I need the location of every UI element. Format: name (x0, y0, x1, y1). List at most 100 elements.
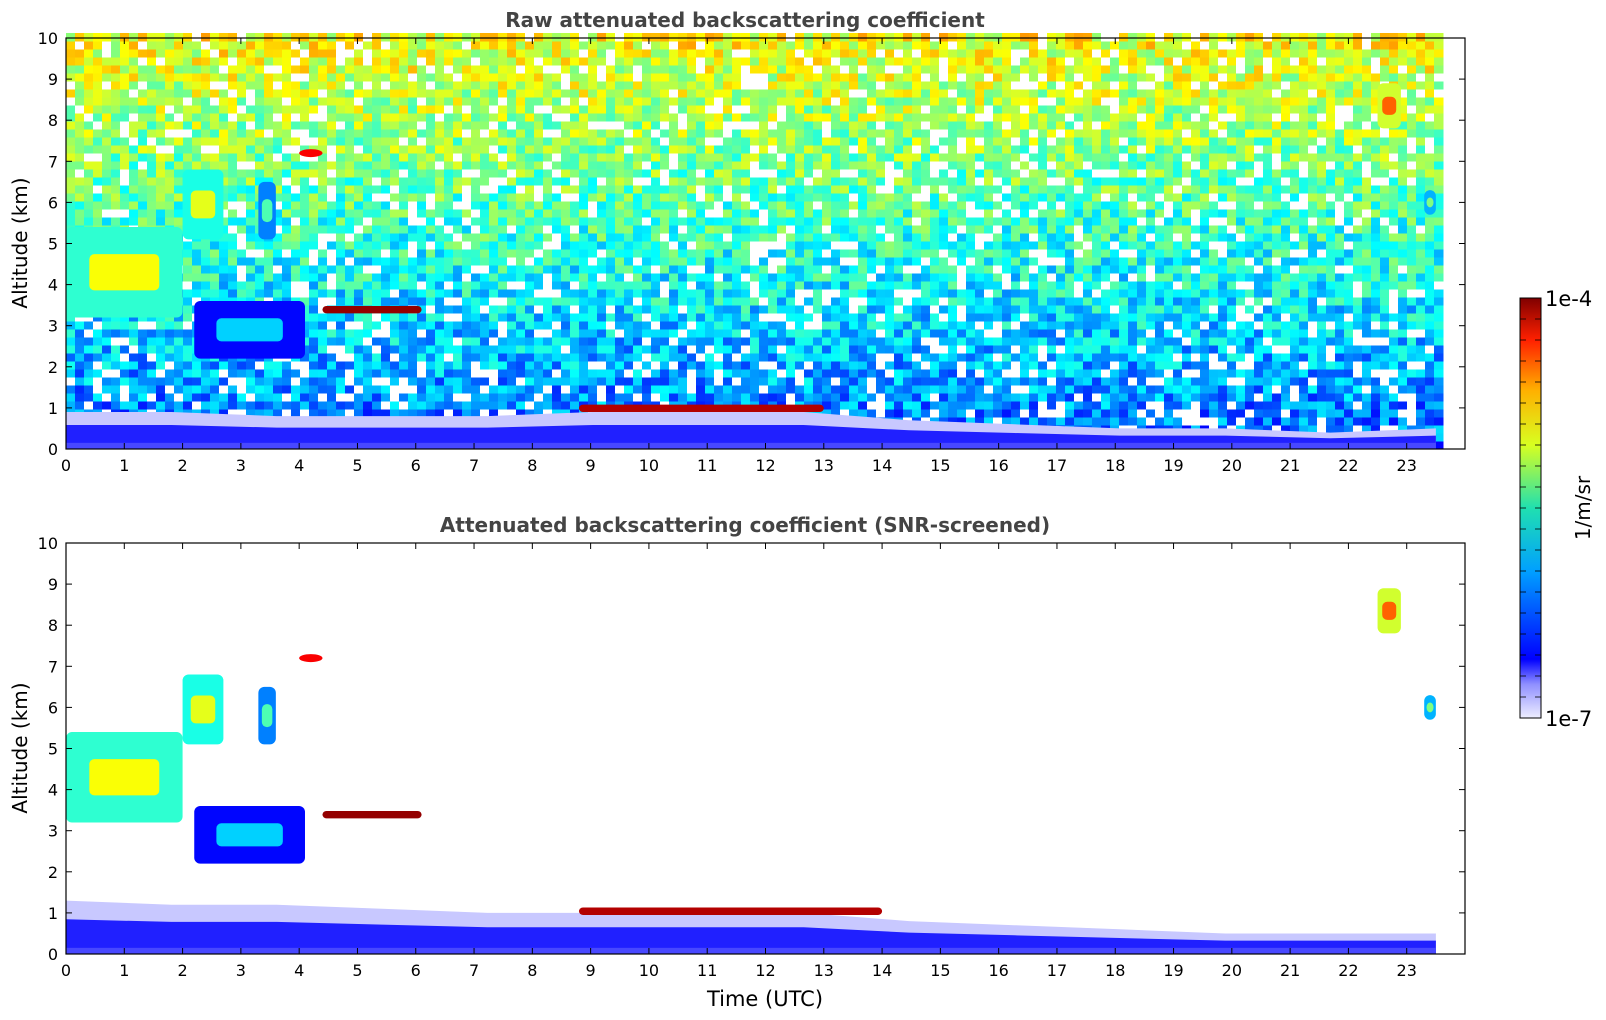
noise-cell (840, 193, 850, 202)
noise-cell (912, 33, 922, 42)
noise-cell (570, 73, 580, 82)
noise-cell (246, 289, 256, 298)
noise-cell (525, 281, 535, 290)
noise-cell (705, 353, 715, 362)
noise-cell (570, 113, 580, 122)
noise-cell (660, 241, 670, 250)
noise-cell (273, 185, 283, 194)
noise-cell (642, 105, 652, 114)
noise-cell (174, 169, 184, 178)
noise-cell (417, 257, 427, 266)
noise-cell (750, 81, 760, 90)
noise-cell (534, 353, 544, 362)
noise-cell (525, 297, 535, 306)
noise-cell (543, 105, 553, 114)
noise-cell (120, 145, 130, 154)
noise-cell (417, 409, 427, 418)
noise-cell (291, 105, 301, 114)
noise-cell (660, 377, 670, 386)
noise-cell (84, 121, 94, 130)
noise-cell (669, 57, 679, 66)
noise-cell (714, 73, 724, 82)
noise-cell (831, 297, 841, 306)
noise-cell (435, 153, 445, 162)
noise-cell (669, 153, 679, 162)
noise-cell (318, 121, 328, 130)
noise-cell (390, 409, 400, 418)
noise-cell (309, 41, 319, 50)
noise-cell (570, 385, 580, 394)
noise-cell (471, 137, 481, 146)
noise-cell (255, 249, 265, 258)
noise-cell (678, 313, 688, 322)
noise-cell (381, 369, 391, 378)
noise-cell (561, 305, 571, 314)
noise-cell (309, 169, 319, 178)
noise-cell (624, 113, 634, 122)
noise-cell (354, 81, 364, 90)
noise-cell (390, 249, 400, 258)
noise-cell (813, 225, 823, 234)
noise-cell (300, 145, 310, 154)
noise-cell (543, 273, 553, 282)
noise-cell (561, 321, 571, 330)
noise-cell (687, 193, 697, 202)
noise-cell (291, 113, 301, 122)
noise-cell (354, 65, 364, 74)
noise-cell (264, 33, 274, 42)
noise-cell (525, 89, 535, 98)
noise-cell (318, 369, 328, 378)
noise-cell (624, 33, 634, 42)
noise-cell (732, 193, 742, 202)
noise-cell (480, 145, 490, 154)
noise-cell (273, 385, 283, 394)
noise-cell (381, 345, 391, 354)
noise-cell (885, 401, 895, 410)
noise-cell (921, 337, 931, 346)
noise-cell (435, 193, 445, 202)
noise-cell (165, 49, 175, 58)
noise-cell (417, 225, 427, 234)
noise-cell (543, 113, 553, 122)
noise-cell (741, 257, 751, 266)
noise-cell (498, 273, 508, 282)
noise-cell (669, 65, 679, 74)
noise-cell (678, 329, 688, 338)
noise-cell (399, 201, 409, 210)
noise-cell (453, 169, 463, 178)
noise-cell (579, 177, 589, 186)
noise-cell (561, 361, 571, 370)
noise-cell (714, 265, 724, 274)
noise-cell (579, 97, 589, 106)
noise-cell (183, 145, 193, 154)
noise-cell (165, 337, 175, 346)
noise-cell (129, 353, 139, 362)
noise-cell (633, 209, 643, 218)
noise-cell (273, 49, 283, 58)
noise-cell (921, 321, 931, 330)
noise-cell (813, 137, 823, 146)
noise-cell (111, 401, 121, 410)
noise-cell (444, 377, 454, 386)
noise-cell (408, 81, 418, 90)
noise-cell (687, 241, 697, 250)
noise-cell (165, 81, 175, 90)
noise-cell (615, 81, 625, 90)
noise-cell (273, 393, 283, 402)
noise-cell (462, 33, 472, 42)
noise-cell (534, 161, 544, 170)
noise-cell (498, 337, 508, 346)
noise-cell (570, 321, 580, 330)
noise-cell (822, 73, 832, 82)
noise-cell (138, 145, 148, 154)
noise-cell (579, 369, 589, 378)
noise-cell (372, 41, 382, 50)
noise-cell (570, 273, 580, 282)
noise-cell (696, 313, 706, 322)
noise-cell (786, 113, 796, 122)
noise-cell (786, 161, 796, 170)
noise-cell (633, 41, 643, 50)
noise-cell (849, 97, 859, 106)
noise-cell (453, 377, 463, 386)
noise-cell (282, 289, 292, 298)
